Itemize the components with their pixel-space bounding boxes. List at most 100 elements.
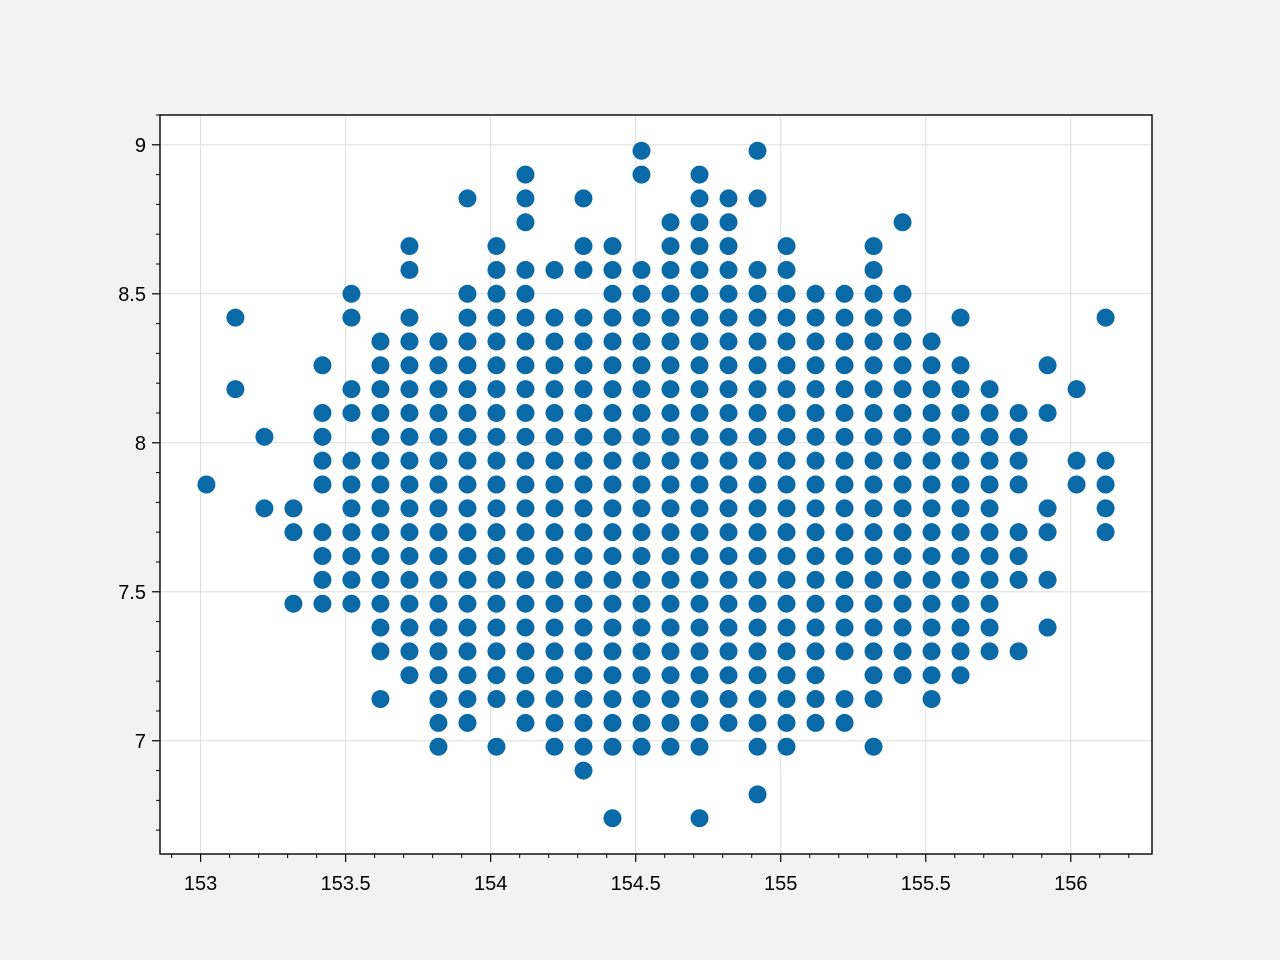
data-point [806, 284, 825, 303]
data-point [719, 356, 738, 375]
data-point [487, 594, 506, 613]
data-point [429, 451, 448, 470]
data-point [313, 356, 332, 375]
data-point [574, 761, 593, 780]
data-point [980, 403, 999, 422]
data-point [429, 666, 448, 685]
data-point [777, 475, 796, 494]
data-point [371, 427, 390, 446]
data-point [545, 380, 564, 399]
data-point [980, 642, 999, 661]
data-point [400, 594, 419, 613]
data-point [661, 380, 680, 399]
data-point [1038, 356, 1057, 375]
data-point [777, 737, 796, 756]
data-point [864, 737, 883, 756]
data-point [603, 260, 622, 279]
data-point [458, 570, 477, 589]
data-point [371, 380, 390, 399]
data-point [719, 213, 738, 232]
data-point [951, 618, 970, 637]
data-point [806, 356, 825, 375]
data-point [690, 260, 709, 279]
data-point [371, 570, 390, 589]
data-point [574, 737, 593, 756]
data-point [893, 475, 912, 494]
data-point [632, 332, 651, 351]
data-point [951, 594, 970, 613]
data-point [806, 475, 825, 494]
data-point [429, 618, 448, 637]
plot-frame [159, 114, 1153, 855]
data-point [864, 594, 883, 613]
data-point [487, 499, 506, 518]
data-point [661, 690, 680, 709]
data-point [313, 451, 332, 470]
data-point [1009, 427, 1028, 446]
data-point [1096, 499, 1115, 518]
data-point [487, 547, 506, 566]
data-point [1009, 475, 1028, 494]
data-point [864, 523, 883, 542]
data-point [545, 332, 564, 351]
data-point [574, 690, 593, 709]
data-point [458, 618, 477, 637]
data-point [603, 308, 622, 327]
data-point [690, 403, 709, 422]
data-point [661, 403, 680, 422]
data-point [632, 594, 651, 613]
data-point [603, 642, 622, 661]
data-point [342, 451, 361, 470]
data-point [777, 523, 796, 542]
data-point [922, 403, 941, 422]
data-point [632, 547, 651, 566]
data-point [864, 427, 883, 446]
data-point [690, 547, 709, 566]
data-point [922, 594, 941, 613]
data-point [400, 237, 419, 256]
data-point [1096, 523, 1115, 542]
data-point [516, 427, 535, 446]
data-point [980, 475, 999, 494]
data-point [400, 642, 419, 661]
data-point [400, 499, 419, 518]
data-point [487, 427, 506, 446]
data-point [1038, 570, 1057, 589]
data-point [777, 380, 796, 399]
data-point [893, 451, 912, 470]
data-point [1067, 475, 1086, 494]
data-point [632, 356, 651, 375]
data-point [371, 618, 390, 637]
data-point [400, 427, 419, 446]
data-point [516, 547, 535, 566]
data-point [429, 737, 448, 756]
data-point [371, 523, 390, 542]
data-point [748, 403, 767, 422]
data-point [748, 284, 767, 303]
data-point [806, 713, 825, 732]
data-point [661, 570, 680, 589]
data-point [516, 213, 535, 232]
data-point [603, 737, 622, 756]
x-tick-label: 153.5 [321, 873, 371, 895]
data-point [458, 666, 477, 685]
data-point [835, 594, 854, 613]
data-point [226, 380, 245, 399]
data-point [429, 690, 448, 709]
data-point [719, 547, 738, 566]
data-point [719, 690, 738, 709]
data-point [980, 547, 999, 566]
data-point [748, 785, 767, 804]
data-point [1038, 523, 1057, 542]
data-point [893, 427, 912, 446]
data-point [748, 427, 767, 446]
data-point [864, 690, 883, 709]
data-point [922, 475, 941, 494]
data-point [893, 594, 912, 613]
data-point [893, 618, 912, 637]
data-point [516, 356, 535, 375]
data-point [603, 690, 622, 709]
data-point [748, 260, 767, 279]
data-point [574, 713, 593, 732]
data-point [603, 475, 622, 494]
